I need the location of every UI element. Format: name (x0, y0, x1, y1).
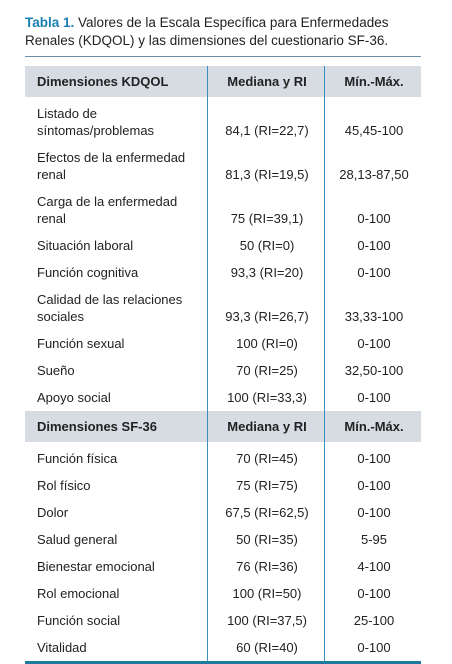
table-cell: Apoyo social (37, 390, 111, 405)
table-cell: 0-100 (324, 232, 421, 259)
header-cell: Mediana y RI (207, 411, 325, 442)
table-cell: Salud general (37, 532, 118, 547)
table-cell: Función social (37, 613, 121, 628)
table-cell: 33,33-100 (324, 286, 421, 330)
caption-text: Valores de la Escala Específica para Enf… (25, 15, 389, 48)
table-cell: 60 (RI=40) (207, 634, 325, 663)
table-row: Rol físico 75 (RI=75) 0-100 (25, 472, 421, 499)
table-cell: Listado de síntomas/problemas (37, 106, 155, 138)
table-cell: Vitalidad (37, 640, 87, 655)
header-cell: Mín.-Máx. (324, 66, 421, 97)
table-cell: 84,1 (RI=22,7) (207, 97, 325, 144)
table-cell: 45,45-100 (324, 97, 421, 144)
table-cell: Bienestar emocional (37, 559, 155, 574)
table-cell: 81,3 (RI=19,5) (207, 144, 325, 188)
table: Dimensiones KDQOL Mediana y RI Mín.-Máx. Li… (25, 66, 421, 664)
table-cell: 75 (RI=39,1) (207, 188, 325, 232)
table-row: Vitalidad 60 (RI=40) 0-100 (25, 634, 421, 663)
table-row: Sueño 70 (RI=25) 32,50-100 (25, 357, 421, 384)
table-cell: Situación laboral (37, 238, 134, 253)
table-figure: Tabla 1. Valores de la Escala Específica… (25, 14, 421, 664)
table-cell: Función sexual (37, 336, 125, 351)
table-cell: 25-100 (324, 607, 421, 634)
table-cell: 0-100 (324, 472, 421, 499)
table-cell: 100 (RI=33,3) (207, 384, 325, 411)
table-cell: 0-100 (324, 188, 421, 232)
table-row: Situación laboral 50 (RI=0) 0-100 (25, 232, 421, 259)
table-cell: 28,13-87,50 (324, 144, 421, 188)
table-cell: 75 (RI=75) (207, 472, 325, 499)
table-cell: 32,50-100 (324, 357, 421, 384)
table-cell: 0-100 (324, 499, 421, 526)
header-cell: Dimensiones KDQOL (25, 66, 208, 97)
table-row: Efectos de la enfermedad renal 81,3 (RI=1… (25, 144, 421, 188)
table-cell: 100 (RI=37,5) (207, 607, 325, 634)
table-row: Carga de la enfermedad renal 75 (RI=39,1)… (25, 188, 421, 232)
header-cell: Mín.-Máx. (324, 411, 421, 442)
table-row: Función sexual 100 (RI=0) 0-100 (25, 330, 421, 357)
table-row: Listado de síntomas/problemas 84,1 (RI=22… (25, 97, 421, 144)
table-cell: 50 (RI=35) (207, 526, 325, 553)
table-cell: 0-100 (324, 442, 421, 472)
header-row: Dimensiones SF-36 Mediana y RI Mín.-Máx. (25, 411, 421, 442)
caption-label: Tabla 1. (25, 15, 75, 30)
table-cell: Dolor (37, 505, 69, 520)
table-cell: 100 (RI=0) (207, 330, 325, 357)
table-cell: 0-100 (324, 259, 421, 286)
table-cell: Sueño (37, 363, 75, 378)
table-cell: Calidad de las relaciones sociales (37, 292, 183, 324)
table-row: Apoyo social 100 (RI=33,3) 0-100 (25, 384, 421, 411)
table-cell: 5-95 (324, 526, 421, 553)
table-cell: 93,3 (RI=26,7) (207, 286, 325, 330)
table-cell: Carga de la enfermedad renal (37, 194, 178, 226)
table-cell: 0-100 (324, 580, 421, 607)
table-cell: 70 (RI=45) (207, 442, 325, 472)
table-row: Bienestar emocional 76 (RI=36) 4-100 (25, 553, 421, 580)
table-row: Dolor 67,5 (RI=62,5) 0-100 (25, 499, 421, 526)
table-row: Función cognitiva 93,3 (RI=20) 0-100 (25, 259, 421, 286)
header-cell: Mediana y RI (207, 66, 325, 97)
table-cell: 100 (RI=50) (207, 580, 325, 607)
table-cell: 4-100 (324, 553, 421, 580)
table-cell: 50 (RI=0) (207, 232, 325, 259)
table-cell: Rol emocional (37, 586, 120, 601)
table-cell: 70 (RI=25) (207, 357, 325, 384)
table-row: Función social 100 (RI=37,5) 25-100 (25, 607, 421, 634)
table-cell: 76 (RI=36) (207, 553, 325, 580)
header-cell: Dimensiones SF-36 (25, 411, 208, 442)
table-row: Calidad de las relaciones sociales 93,3 (… (25, 286, 421, 330)
table-row: Función física 70 (RI=45) 0-100 (25, 442, 421, 472)
table-cell: 93,3 (RI=20) (207, 259, 325, 286)
table-cell: 0-100 (324, 384, 421, 411)
table-cell: Función física (37, 451, 118, 466)
header-row: Dimensiones KDQOL Mediana y RI Mín.-Máx. (25, 66, 421, 97)
table-row: Salud general 50 (RI=35) 5-95 (25, 526, 421, 553)
table-cell: 0-100 (324, 330, 421, 357)
caption: Tabla 1. Valores de la Escala Específica… (25, 14, 421, 57)
table-cell: 0-100 (324, 634, 421, 663)
table-cell: Efectos de la enfermedad renal (37, 150, 186, 182)
table-cell: Función cognitiva (37, 265, 139, 280)
table-row: Rol emocional 100 (RI=50) 0-100 (25, 580, 421, 607)
table-cell: 67,5 (RI=62,5) (207, 499, 325, 526)
table-cell: Rol físico (37, 478, 91, 493)
